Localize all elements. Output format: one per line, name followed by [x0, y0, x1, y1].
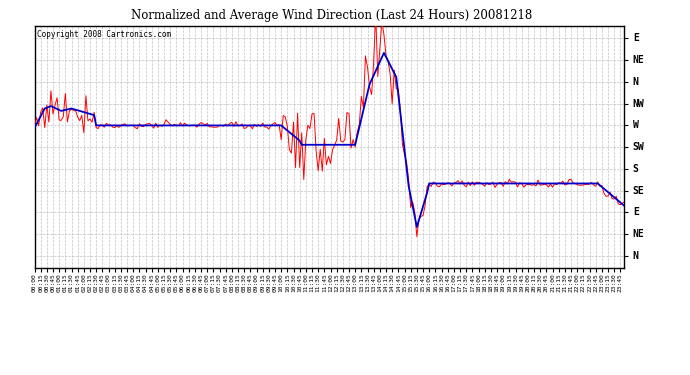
Text: S: S	[633, 164, 639, 174]
Text: NW: NW	[633, 99, 644, 109]
Text: N: N	[633, 77, 639, 87]
Text: NE: NE	[633, 55, 644, 65]
Text: Normalized and Average Wind Direction (Last 24 Hours) 20081218: Normalized and Average Wind Direction (L…	[130, 9, 532, 22]
Text: Copyright 2008 Cartronics.com: Copyright 2008 Cartronics.com	[37, 30, 172, 39]
Text: N: N	[633, 251, 639, 261]
Text: SW: SW	[633, 142, 644, 152]
Text: NE: NE	[633, 229, 644, 239]
Text: E: E	[633, 207, 639, 218]
Text: W: W	[633, 120, 639, 130]
Text: SE: SE	[633, 186, 644, 196]
Text: E: E	[633, 33, 639, 44]
